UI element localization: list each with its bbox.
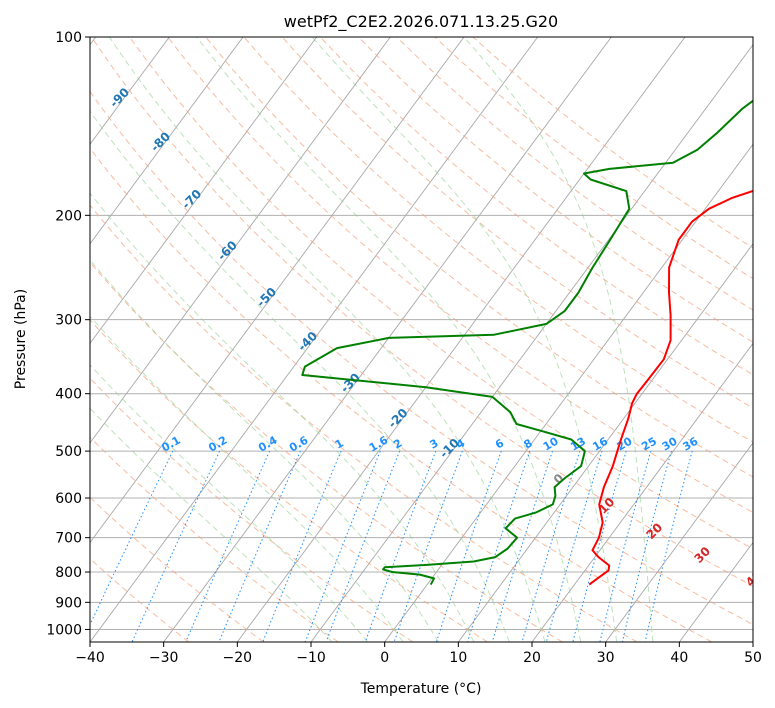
isotherm--80 [90,37,244,245]
dry-adiabat [90,147,712,642]
isotherm--70 [90,37,318,345]
moist-adiabat [90,192,475,642]
y-tick-label: 700 [55,531,82,547]
moist-adiabat [90,110,510,642]
isotherm--30 [163,37,612,642]
temperature-line [588,189,753,586]
x-tick-label: 20 [523,650,541,666]
y-tick-label: 200 [55,208,82,224]
isotherm-10 [457,243,753,642]
dry-adiabat [358,37,753,343]
isotherm--50 [90,37,465,544]
x-tick-label: 50 [744,650,762,666]
dry-adiabat [90,204,638,642]
dry-adiabat [90,261,563,642]
mixing-ratio-line [521,450,581,642]
x-tick-label: 40 [670,650,688,666]
mixing-ratio-line [467,450,531,642]
mixing-ratio-line [644,450,693,642]
dry-adiabat [90,90,753,626]
dry-adiabat [90,377,414,642]
y-tick-label: 900 [55,595,82,611]
isotherm--60 [90,37,391,444]
y-tick-label: 600 [55,491,82,507]
y-tick-label: 300 [55,313,82,329]
x-tick-label: −30 [149,650,179,666]
profile-lines [301,99,753,586]
y-tick-label: 1000 [46,622,82,638]
x-tick-label: 10 [449,650,467,666]
moist-adiabat [196,37,582,642]
moist-adiabat [108,37,546,642]
mixing-ratio-line [545,450,603,642]
dewpoint-line [301,99,753,586]
x-tick-label: −40 [75,650,105,666]
isotherm-30 [605,442,753,642]
moist-adiabat [90,315,404,642]
mixing-ratio-line [325,450,401,642]
moist-adiabat [90,407,333,642]
mixing-ratio-line [435,450,502,642]
isotherm--40 [90,37,539,642]
chart-title: wetPf2_C2E2.2026.071.13.25.G20 [284,12,558,32]
mixing-ratio-line [131,450,221,642]
y-tick-label: 500 [55,444,82,460]
x-tick-label: −10 [296,650,326,666]
x-tick-label: −20 [223,650,253,666]
mixing-ratio-line [90,450,174,626]
mixing-ratio-line [572,450,627,642]
mixing-ratio-line [621,450,672,642]
isotherm-20 [531,342,753,642]
mixing-ratio-line [262,450,342,642]
dry-adiabat [129,37,753,550]
y-tick-label: 400 [55,387,82,403]
dry-adiabat [319,37,753,376]
y-tick-label: 800 [55,565,82,581]
x-tick-label: 0 [380,650,389,666]
plot-frame [89,36,754,643]
x-tick-label: 30 [597,650,615,666]
y-tick-label: 100 [55,30,82,46]
mixing-ratio-line [364,450,437,642]
isotherm--20 [236,37,686,642]
mixing-ratio-line [599,450,652,642]
moist-adiabat [90,259,439,642]
dry-adiabat [90,37,753,587]
wetbulb-label: 40 [743,568,765,590]
background-lines [90,37,753,642]
y-axis-label: Pressure (hPa) [13,289,29,389]
mixing-ratio-line [304,450,381,642]
isotherm--10 [310,43,753,642]
dry-adiabat [167,37,753,514]
isotherm--90 [90,37,170,146]
dry-adiabat [396,37,753,311]
moist-adiabat [311,37,618,642]
axes: −40 −30 −20 −10 0 10 20 30 40 50 100 200 300 400 500 60… [46,30,762,666]
isotherm-0 [384,143,753,642]
moist-adiabat [90,364,369,642]
moist-adiabat [463,37,654,642]
x-axis-label: Temperature (°C) [360,681,482,697]
